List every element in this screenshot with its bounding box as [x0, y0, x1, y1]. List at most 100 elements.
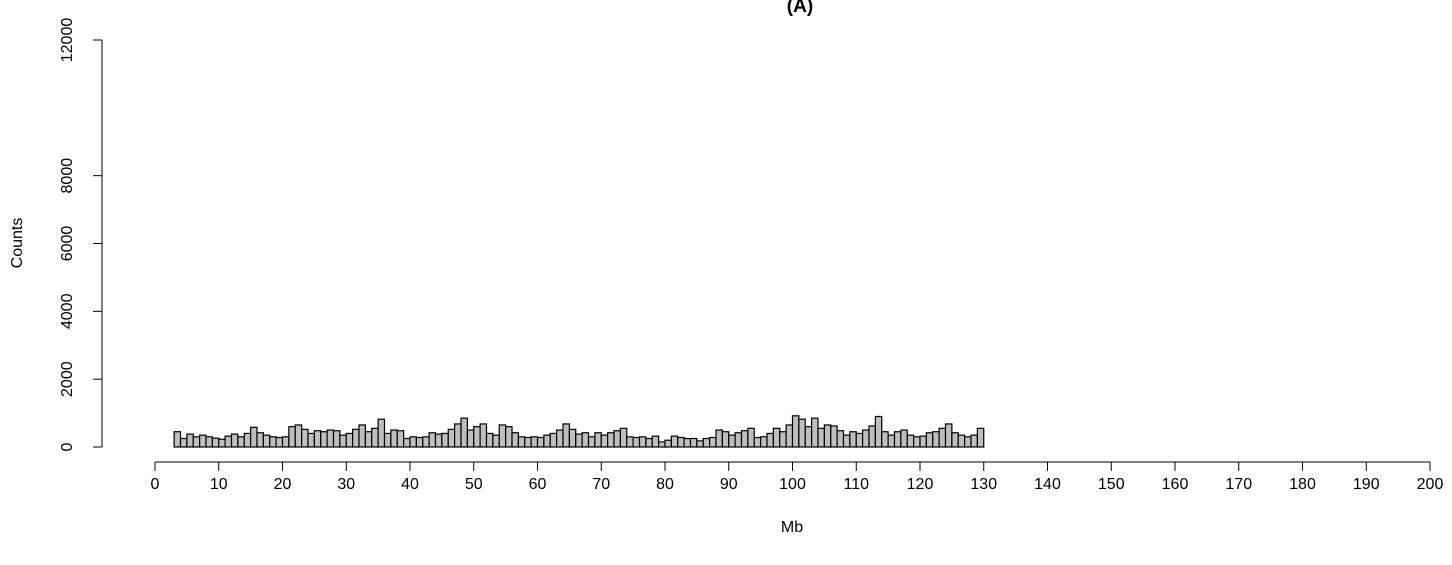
- histogram-bar: [728, 434, 736, 448]
- histogram-bar: [855, 432, 864, 448]
- histogram-bar: [760, 436, 768, 448]
- histogram-bar: [925, 432, 934, 448]
- histogram-bar: [250, 426, 258, 448]
- histogram-bar: [307, 432, 315, 448]
- histogram-bar: [976, 427, 985, 448]
- x-tick-label: 100: [779, 476, 806, 493]
- x-tick-label: 60: [529, 476, 547, 493]
- y-tick-label: 4000: [59, 293, 76, 329]
- histogram-bar: [205, 436, 213, 448]
- histogram-bar: [211, 437, 220, 448]
- histogram-bar: [881, 431, 889, 448]
- histogram-bar: [766, 432, 774, 448]
- histogram-bar: [371, 427, 379, 448]
- x-tick-label: 180: [1289, 476, 1316, 493]
- histogram-bar: [791, 415, 800, 448]
- histogram-bar: [434, 433, 443, 448]
- x-tick-label: 170: [1225, 476, 1252, 493]
- histogram-bar: [485, 432, 494, 448]
- histogram-bar: [358, 424, 366, 448]
- y-tick-label: 6000: [59, 226, 76, 262]
- x-axis-title: Mb: [781, 519, 803, 536]
- histogram-bar: [281, 436, 290, 448]
- x-tick-label: 0: [151, 476, 160, 493]
- x-tick-label: 70: [592, 476, 610, 493]
- histogram-bar: [492, 434, 500, 448]
- histogram-bar: [332, 430, 341, 448]
- histogram-bar: [658, 441, 666, 448]
- histogram-bar: [237, 436, 245, 448]
- x-tick-label: 30: [337, 476, 355, 493]
- histogram-bar: [836, 430, 845, 448]
- histogram-bar: [294, 424, 303, 448]
- histogram-bar: [709, 436, 717, 448]
- histogram-bar: [607, 432, 615, 448]
- histogram-bar: [817, 427, 825, 448]
- histogram-bar: [511, 432, 519, 448]
- histogram-bar: [944, 423, 953, 448]
- histogram-bar: [479, 423, 488, 448]
- histogram-bar: [256, 432, 264, 448]
- x-tick-label: 190: [1353, 476, 1380, 493]
- histogram-bar: [932, 431, 940, 448]
- chart-title: (A): [787, 0, 813, 17]
- histogram-bar: [785, 424, 794, 448]
- histogram-bar: [320, 431, 328, 448]
- histogram-bar: [670, 435, 679, 448]
- histogram-bar: [192, 436, 201, 448]
- histogram-bar: [970, 434, 978, 448]
- histogram-bar: [715, 429, 723, 448]
- histogram-bar: [696, 440, 704, 448]
- histogram-bar: [199, 434, 207, 448]
- histogram-bar: [613, 430, 621, 448]
- histogram-bar: [772, 427, 781, 448]
- histogram-bar: [702, 437, 711, 448]
- histogram-bar: [964, 436, 972, 448]
- y-tick-label: 2000: [59, 361, 76, 397]
- histogram-bar: [517, 436, 526, 448]
- histogram-bar: [179, 437, 188, 448]
- histogram-bar: [524, 436, 532, 448]
- x-tick-label: 150: [1098, 476, 1125, 493]
- histogram-bar: [345, 432, 354, 448]
- histogram-bar: [683, 437, 692, 448]
- histogram-bar: [721, 431, 730, 448]
- histogram-bar: [893, 431, 902, 448]
- histogram-bar: [677, 436, 685, 448]
- x-tick-label: 50: [465, 476, 483, 493]
- histogram-bar: [938, 427, 947, 448]
- x-tick-label: 20: [274, 476, 292, 493]
- histogram-bar: [460, 417, 468, 448]
- histogram-bar: [288, 426, 296, 448]
- histogram-bar: [568, 428, 577, 448]
- histogram-bar: [549, 432, 558, 448]
- histogram-bar: [422, 436, 430, 448]
- histogram-bar: [900, 429, 908, 448]
- y-tick-label: 12000: [59, 18, 76, 63]
- histogram-bar: [409, 436, 417, 448]
- histogram-bar: [218, 438, 226, 448]
- x-tick-label: 160: [1162, 476, 1189, 493]
- histogram-bar: [906, 434, 915, 448]
- histogram-bar: [581, 432, 590, 448]
- histogram-bar: [951, 432, 959, 448]
- histogram-bar: [339, 434, 347, 448]
- histogram-bar: [352, 428, 360, 448]
- histogram-bar: [473, 426, 481, 448]
- histogram-bar: [664, 439, 672, 448]
- x-tick-label: 110: [843, 476, 869, 493]
- histogram-bar: [466, 429, 475, 448]
- histogram-bar: [600, 434, 609, 448]
- x-tick-label: 200: [1417, 476, 1444, 493]
- x-tick-label: 140: [1034, 476, 1061, 493]
- histogram-bar: [638, 436, 647, 448]
- histogram-bar: [441, 432, 449, 448]
- histogram-bar: [230, 433, 239, 448]
- histogram-bar: [734, 432, 743, 448]
- histogram-bar: [811, 417, 819, 448]
- histogram-bar: [632, 436, 641, 448]
- histogram-bar: [275, 436, 284, 448]
- histogram-bar: [868, 425, 876, 448]
- histogram-bar: [498, 424, 507, 448]
